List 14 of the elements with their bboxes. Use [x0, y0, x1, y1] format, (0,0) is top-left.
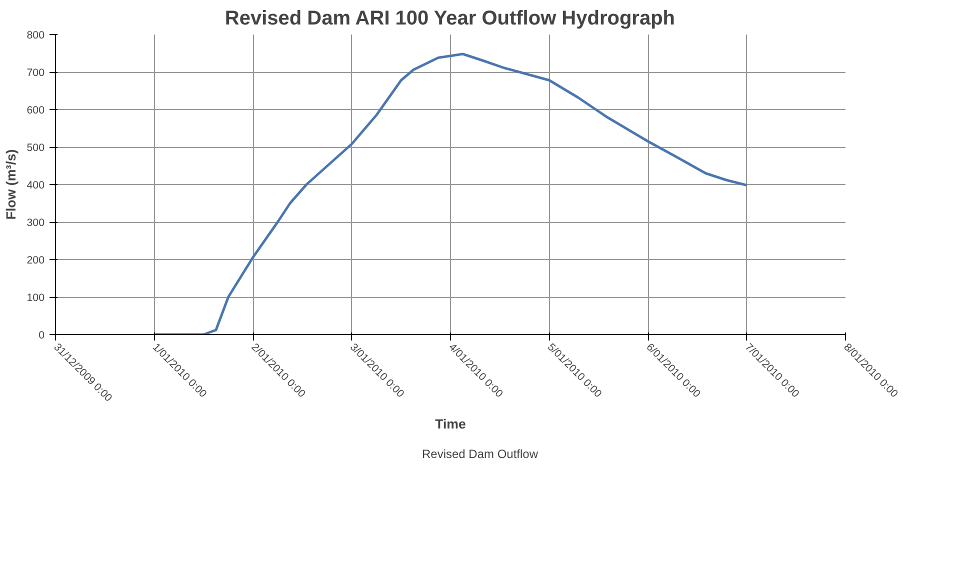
- y-tick-label: 500: [26, 142, 45, 154]
- x-axis-title: Time: [435, 416, 466, 432]
- y-tick-label: 300: [26, 217, 45, 229]
- y-tick-label: 400: [26, 180, 45, 192]
- y-tick-label: 100: [26, 292, 45, 304]
- y-tick-label: 200: [26, 254, 45, 266]
- y-axis-title: Flow (m³/s): [4, 149, 19, 220]
- chart-title: Revised Dam ARI 100 Year Outflow Hydrograph: [224, 8, 676, 30]
- line-series: [153, 52, 748, 334]
- y-tick-label: 700: [26, 67, 45, 79]
- y-tick-label: 0: [38, 330, 45, 342]
- text: Revised Dam Outflow: [422, 447, 538, 461]
- y-tick-label: 800: [26, 30, 45, 42]
- y-tick-label: 600: [26, 104, 45, 116]
